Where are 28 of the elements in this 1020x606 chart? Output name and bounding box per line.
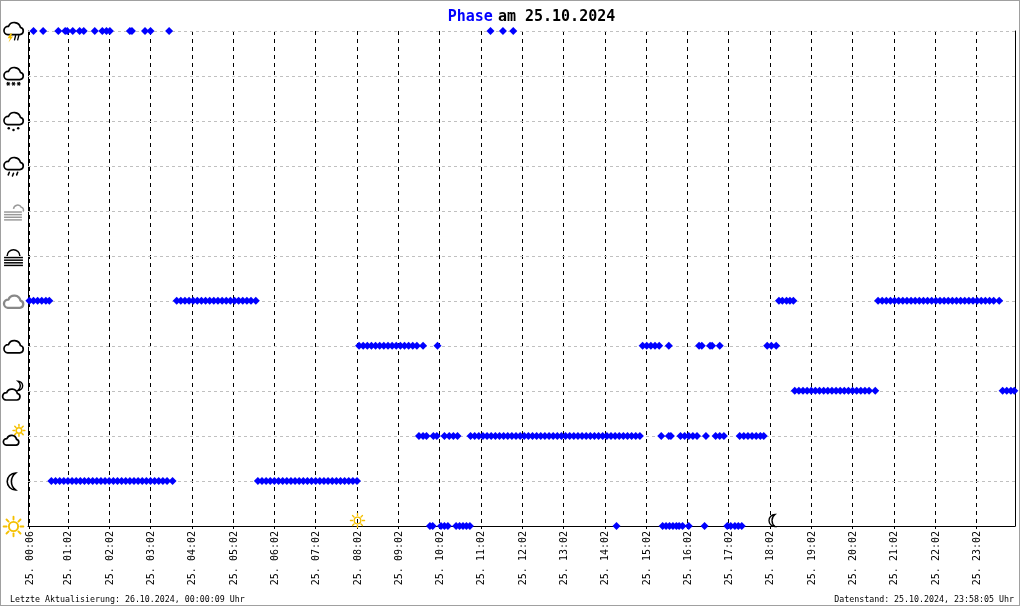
x-tick-label: 25. 00:06 <box>23 531 35 586</box>
x-tick-label: 25. 08:02 <box>351 531 363 586</box>
x-tick-label: 25. 15:02 <box>640 531 652 586</box>
x-tick-label: 25. 21:02 <box>888 531 900 586</box>
x-tick-label: 25. 04:02 <box>186 531 198 586</box>
x-tick-label: 25. 09:02 <box>392 531 404 586</box>
x-tick-label: 25. 22:02 <box>929 531 941 586</box>
x-tick-label: 25. 20:02 <box>847 531 859 586</box>
series-label: Phase <box>447 7 493 25</box>
text: Datenstand: 25.10.2024, 23:58:05 Uhr <box>834 594 1014 604</box>
x-tick-label: 25. 10:02 <box>434 531 446 586</box>
x-tick-label: 25. 17:02 <box>723 531 735 586</box>
x-tick-label: 25. 23:02 <box>970 531 982 586</box>
x-tick-label: 25. 01:02 <box>62 531 74 586</box>
x-tick-label: 25. 02:02 <box>103 531 115 586</box>
x-tick-label: 25. 12:02 <box>516 531 528 586</box>
x-tick-label: 25. 05:02 <box>227 531 239 586</box>
x-tick-label: 25. 07:02 <box>310 531 322 586</box>
x-tick-label: 25. 19:02 <box>805 531 817 586</box>
text: Letzte Aktualisierung: 26.10.2024, 00:00:09 Uhr <box>10 594 245 604</box>
x-tick-label: 25. 11:02 <box>475 531 487 586</box>
x-tick-label: 25. 03:02 <box>145 531 157 586</box>
x-tick-label: 25. 13:02 <box>557 531 569 586</box>
x-tick-label: 25. 06:02 <box>268 531 280 586</box>
chart-title: am 25.10.2024 <box>497 7 616 25</box>
x-tick-label: 25. 14:02 <box>599 531 611 586</box>
x-tick-label: 25. 16:02 <box>681 531 693 586</box>
x-tick-label: 25. 18:02 <box>764 531 776 586</box>
